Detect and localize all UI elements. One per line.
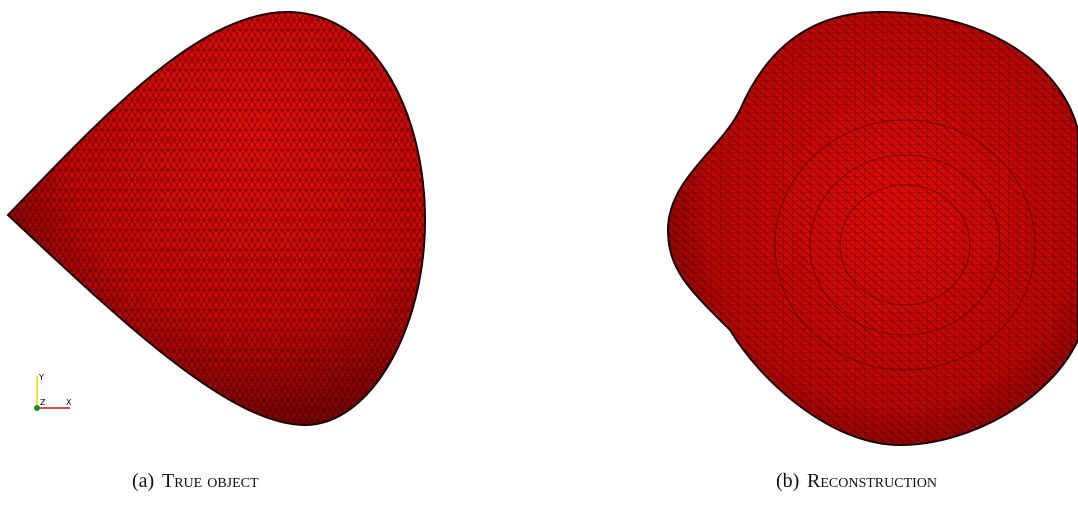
caption-label: (b) — [776, 470, 799, 492]
true-object-render — [8, 12, 425, 425]
caption-label: (a) — [132, 470, 154, 492]
gizmo-z-label: Z — [40, 398, 46, 407]
caption-text: True object — [162, 470, 259, 492]
reconstruction-render — [668, 12, 1078, 445]
caption-text: Reconstruction — [807, 470, 937, 492]
figure: Y Z X (a) True object (b) Reconstruction — [0, 0, 1078, 516]
gizmo-y-label: Y — [38, 373, 44, 382]
gizmo-x-label: X — [66, 398, 72, 407]
axes-gizmo: Y Z X — [34, 373, 72, 411]
